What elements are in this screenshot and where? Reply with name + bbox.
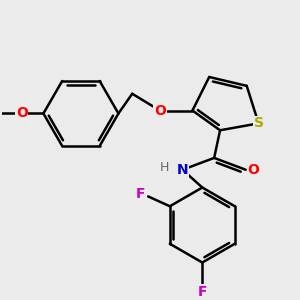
Text: F: F bbox=[198, 285, 207, 299]
Text: H: H bbox=[160, 161, 170, 174]
Text: F: F bbox=[136, 188, 145, 201]
Text: S: S bbox=[254, 116, 264, 130]
Text: O: O bbox=[16, 106, 28, 121]
Text: N: N bbox=[177, 163, 188, 177]
Text: O: O bbox=[154, 103, 166, 118]
Text: O: O bbox=[248, 163, 260, 177]
